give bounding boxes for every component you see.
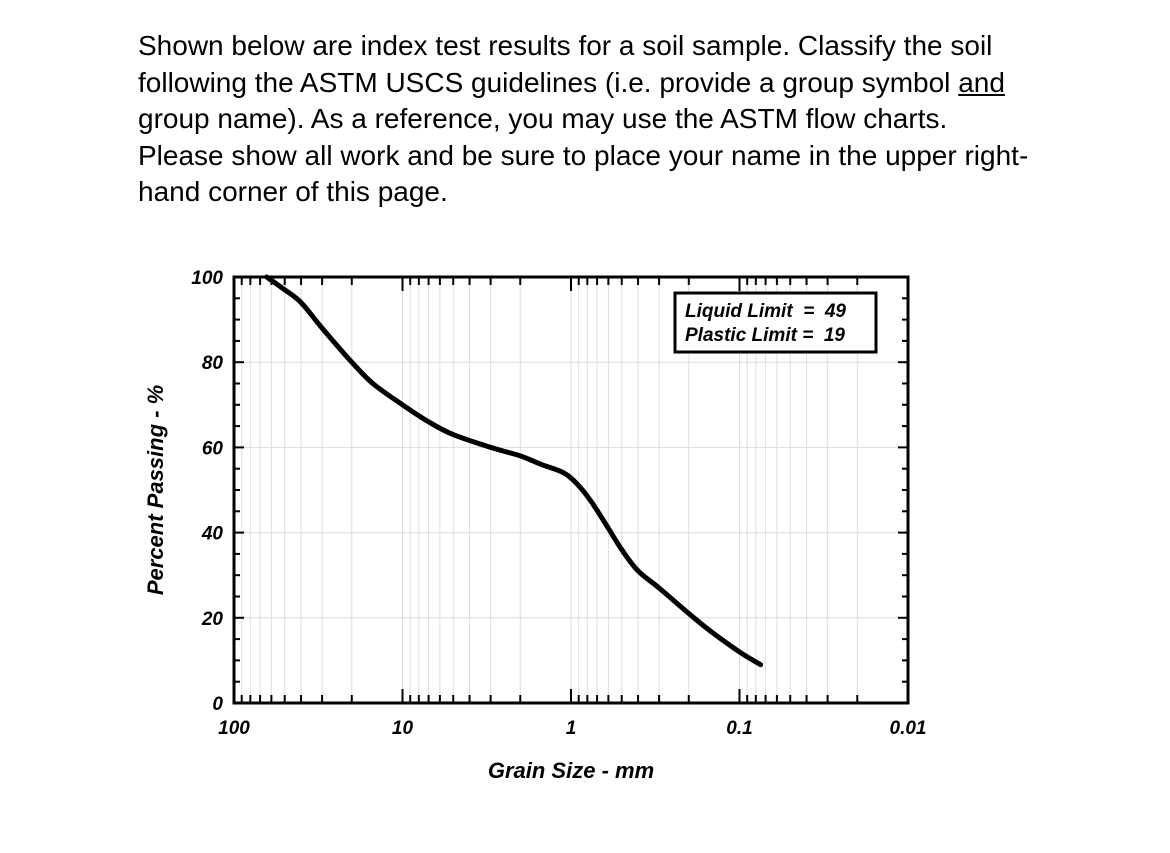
y-tick-label: 20 [201,609,224,630]
x-tick-label: 0.01 [890,718,927,739]
plot-frame [232,275,910,705]
gradation-curve [264,274,764,668]
question-text-part1: Shown below are index test results for a… [138,30,993,98]
x-tick-label: 1 [566,718,577,739]
y-tick-label: 40 [201,524,224,545]
y-tick-label: 0 [212,694,223,715]
x-tick-label: 0.1 [726,718,752,739]
x-tick-labels: 100 10 1 0.1 0.01 [218,718,926,739]
x-axis-title: Grain Size - mm [488,758,654,783]
y-tick-label: 60 [202,438,224,459]
y-tick-labels: 0 20 40 60 80 100 [191,268,223,715]
liquid-limit-label: Liquid Limit = 49 [685,301,846,322]
x-tick-label: 100 [218,718,250,739]
limits-box: Liquid Limit = 49 Plastic Limit = 19 [673,291,878,354]
y-axis-title: Percent Passing - % [143,385,168,595]
chart-grid [234,277,909,703]
underlined-word: and [958,66,1005,98]
plastic-limit-label: Plastic Limit = 19 [685,325,845,346]
question-text-part2: group name). As a reference, you may use… [138,103,1029,207]
y-tick-label: 80 [202,353,224,374]
question-text: Shown below are index test results for a… [138,28,1038,211]
x-tick-label: 10 [392,718,414,739]
y-tick-label: 100 [191,268,223,289]
